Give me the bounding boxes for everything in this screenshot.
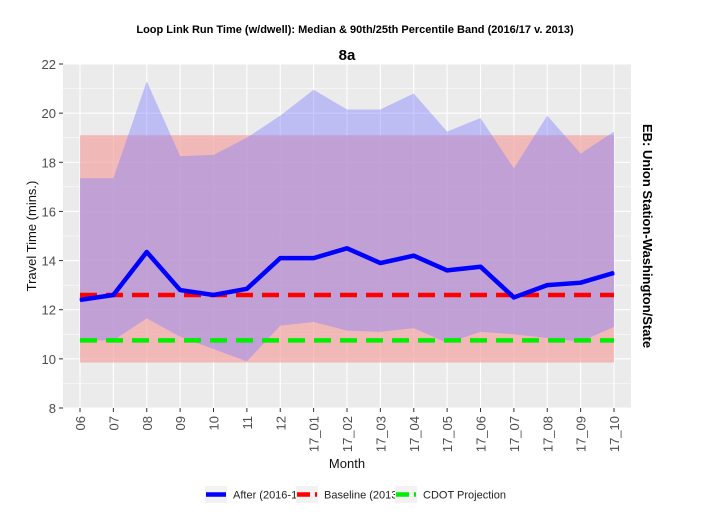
legend-label: CDOT Projection	[423, 490, 506, 502]
x-tick-label: 06	[73, 416, 88, 430]
x-tick-label: 10	[207, 416, 222, 430]
y-tick-label: 18	[42, 155, 56, 170]
after-point	[313, 257, 315, 259]
x-tick-label: 17_06	[474, 416, 489, 452]
after-point	[146, 251, 148, 253]
x-tick-label: 17_01	[307, 416, 322, 452]
x-tick-label: 08	[140, 416, 155, 430]
y-tick-label: 12	[42, 303, 56, 318]
y-tick-label: 14	[42, 254, 56, 269]
y-tick-label: 22	[42, 57, 56, 72]
x-tick-label: 17_10	[607, 416, 622, 452]
legend-label: Baseline (2013)	[324, 490, 401, 502]
y-tick-label: 16	[42, 204, 56, 219]
chart-subtitle: 8a	[339, 47, 356, 64]
after-point	[346, 247, 348, 249]
series-lines	[79, 246, 615, 343]
chart-title: Loop Link Run Time (w/dwell): Median & 9…	[136, 24, 574, 36]
after-point	[79, 299, 81, 301]
after-point	[613, 272, 615, 274]
x-axis-label: Month	[329, 456, 365, 471]
y-tick-label: 10	[42, 352, 56, 367]
legend-label: After (2016-17)	[233, 490, 307, 502]
x-tick-label: 11	[240, 416, 255, 430]
y-axis-label: Travel Time (mins.)	[24, 181, 39, 292]
y-tick-label: 20	[42, 106, 56, 121]
x-tick-label: 17_08	[540, 416, 555, 452]
y-tick-label: 8	[49, 401, 56, 416]
legend-item: CDOT Projection	[395, 486, 506, 503]
x-tick-label: 17_07	[507, 416, 522, 452]
after-point	[379, 262, 381, 264]
after-point	[112, 294, 114, 296]
x-tick-label: 07	[106, 416, 121, 430]
after-point	[413, 255, 415, 257]
after-band	[80, 81, 614, 362]
x-tick-label: 17_03	[373, 416, 388, 452]
after-point	[246, 288, 248, 290]
after-point	[179, 289, 181, 291]
after-point	[446, 269, 448, 271]
after-point	[279, 257, 281, 259]
x-tick-label: 17_05	[440, 416, 455, 452]
x-tick-label: 17_09	[574, 416, 589, 452]
after-point	[479, 266, 482, 268]
x-tick-label: 12	[273, 416, 288, 430]
y-axis-ticks: 8 10 12 14 16 18 20 22	[42, 57, 63, 416]
after-point	[212, 294, 215, 296]
x-tick-label: 17_04	[407, 416, 422, 452]
legend: After (2016-17) Baseline (2013) CDOT Proje…	[205, 486, 506, 503]
legend-item: After (2016-17)	[205, 486, 307, 503]
x-axis-ticks: 06 07 08 09 10 11 12 17_01 17_02 17_03 17_04 17_05 1…	[73, 408, 622, 452]
x-tick-label: 09	[173, 416, 188, 430]
facet-strip-label: EB: Union Station-Washington/State	[640, 124, 655, 348]
x-tick-label: 17_02	[340, 416, 355, 452]
after-point	[513, 296, 515, 299]
legend-item: Baseline (2013)	[296, 486, 401, 503]
after-point	[580, 282, 582, 284]
after-point	[546, 284, 548, 286]
